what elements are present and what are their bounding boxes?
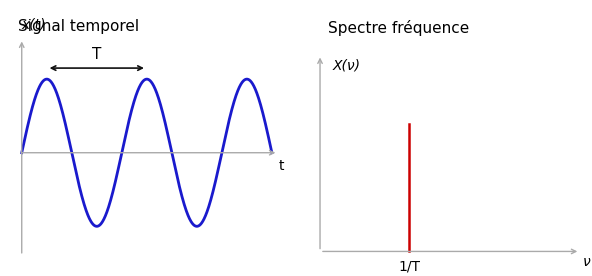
Text: 1/T: 1/T	[398, 259, 420, 273]
Text: ν: ν	[583, 255, 590, 269]
Text: Spectre fréquence: Spectre fréquence	[328, 20, 469, 36]
Text: x(t): x(t)	[21, 17, 46, 31]
Text: T: T	[92, 47, 101, 62]
Text: Signal temporel: Signal temporel	[18, 19, 139, 34]
Text: t: t	[279, 159, 284, 172]
Text: X(ν): X(ν)	[332, 59, 360, 73]
